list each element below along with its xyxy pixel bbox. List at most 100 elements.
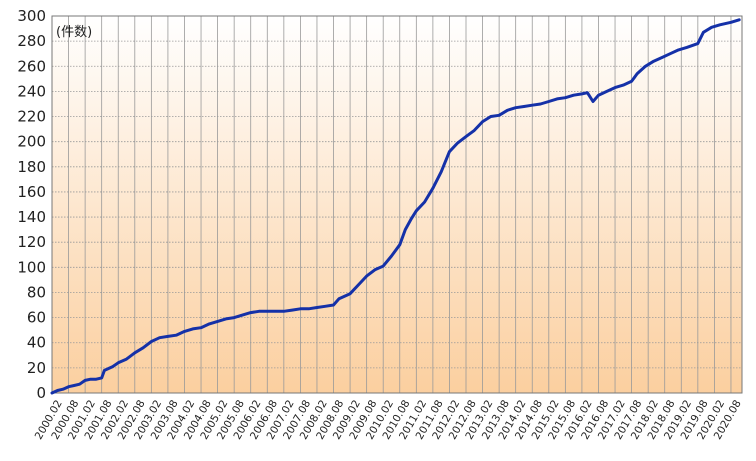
data-point xyxy=(652,60,655,62)
data-point xyxy=(677,49,680,51)
data-point xyxy=(103,369,106,372)
y-tick-label: 260 xyxy=(17,57,46,75)
data-point xyxy=(738,19,740,21)
y-tick-label: 280 xyxy=(17,32,46,50)
data-point xyxy=(357,284,360,286)
data-point xyxy=(200,326,202,329)
data-point xyxy=(390,255,393,257)
plot-border xyxy=(51,15,743,394)
data-point xyxy=(158,336,161,339)
data-point xyxy=(481,120,484,123)
data-point xyxy=(581,93,583,95)
data-point xyxy=(100,377,103,379)
data-point xyxy=(89,378,92,381)
data-point xyxy=(365,275,368,277)
data-points xyxy=(51,19,740,394)
plot-background xyxy=(52,16,742,393)
data-point xyxy=(423,201,426,203)
data-point xyxy=(539,103,542,105)
y-tick-label: 200 xyxy=(17,133,46,151)
data-point xyxy=(225,318,227,320)
data-point xyxy=(192,328,194,330)
y-tick-label: 0 xyxy=(36,384,46,402)
data-point xyxy=(490,115,492,118)
y-unit-label: (件数) xyxy=(56,25,92,40)
y-tick-label: 20 xyxy=(27,359,46,377)
data-point xyxy=(266,310,269,313)
data-point xyxy=(258,310,260,313)
data-point xyxy=(597,94,600,96)
y-tick-label: 160 xyxy=(17,183,46,201)
data-point xyxy=(208,323,211,325)
data-point xyxy=(440,171,443,173)
y-tick-label: 300 xyxy=(17,7,46,25)
data-point xyxy=(249,311,252,314)
data-point xyxy=(432,187,434,189)
data-point xyxy=(506,109,509,112)
data-point xyxy=(62,388,64,391)
data-point xyxy=(548,100,550,103)
data-point xyxy=(572,94,575,96)
gridlines xyxy=(52,16,742,393)
y-tick-label: 80 xyxy=(27,283,46,301)
data-point xyxy=(606,90,608,93)
data-point xyxy=(697,42,699,45)
data-point xyxy=(404,228,407,231)
data-point xyxy=(241,314,244,316)
y-tick-label: 100 xyxy=(17,258,46,276)
data-point xyxy=(719,24,721,26)
data-point xyxy=(622,84,625,86)
data-point xyxy=(730,21,732,24)
data-point xyxy=(283,310,285,313)
data-point xyxy=(324,305,327,308)
data-point xyxy=(316,306,318,309)
data-point xyxy=(125,358,128,360)
data-point xyxy=(614,86,616,89)
data-point xyxy=(291,309,293,311)
data-point xyxy=(51,392,53,394)
data-point xyxy=(661,56,663,59)
data-point xyxy=(630,80,633,83)
data-point xyxy=(644,65,647,68)
data-point xyxy=(498,114,500,117)
y-tick-label: 60 xyxy=(27,309,46,327)
data-point xyxy=(410,218,412,221)
data-point xyxy=(307,308,310,310)
y-tick-label: 40 xyxy=(27,334,46,352)
data-point xyxy=(415,210,418,212)
data-point xyxy=(702,31,705,34)
data-point xyxy=(111,365,114,368)
data-point xyxy=(67,385,70,388)
data-point xyxy=(183,330,186,333)
x-axis: 2000.022000.082001.022001.082002.022002.… xyxy=(33,398,744,442)
data-point xyxy=(167,335,169,338)
y-tick-label: 140 xyxy=(17,208,46,226)
y-tick-label: 220 xyxy=(17,108,46,126)
data-point xyxy=(117,362,119,364)
data-point xyxy=(465,135,467,138)
data-point xyxy=(349,292,351,295)
data-point xyxy=(84,379,86,382)
data-point xyxy=(456,142,459,144)
data-point xyxy=(332,304,335,306)
data-point xyxy=(448,150,451,153)
data-point xyxy=(514,106,517,109)
data-point xyxy=(586,91,589,94)
data-point xyxy=(142,347,144,349)
data-point xyxy=(382,265,385,267)
data-point xyxy=(216,320,219,323)
data-point xyxy=(686,46,688,49)
data-point xyxy=(274,310,277,313)
y-tick-label: 240 xyxy=(17,82,46,100)
data-point xyxy=(175,334,177,337)
y-tick-label: 120 xyxy=(17,233,46,251)
data-point xyxy=(399,243,401,246)
data-point xyxy=(299,308,302,310)
data-point xyxy=(564,96,567,99)
y-tick-label: 180 xyxy=(17,158,46,176)
data-point xyxy=(338,298,340,300)
data-point xyxy=(710,26,713,29)
data-point xyxy=(134,352,136,354)
data-point xyxy=(669,52,671,55)
